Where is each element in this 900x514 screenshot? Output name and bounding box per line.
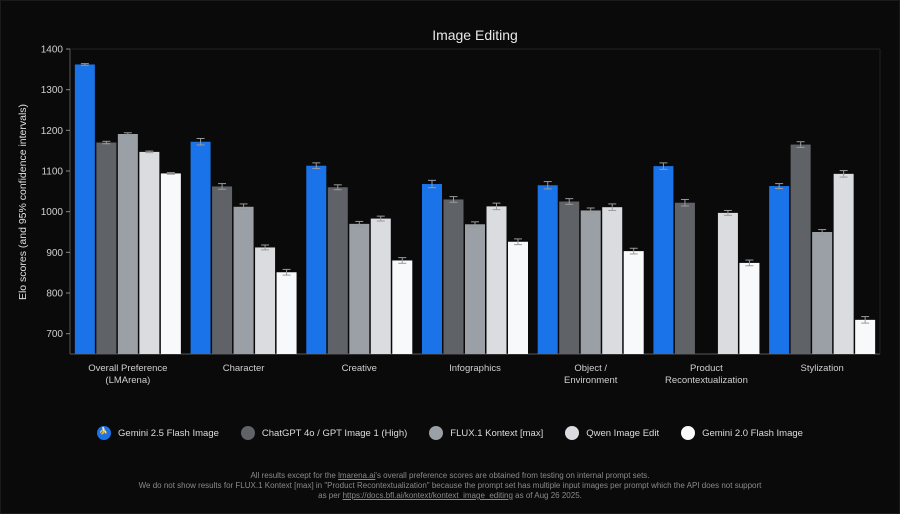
bar-chart: Image Editing Elo scores (and 95% confid… bbox=[17, 27, 881, 386]
bar bbox=[855, 319, 876, 354]
legend-label: Qwen Image Edit bbox=[586, 427, 660, 439]
legend-label: ChatGPT 4o / GPT Image 1 (High) bbox=[261, 427, 408, 439]
y-tick-label: 1400 bbox=[41, 45, 64, 56]
bar bbox=[276, 272, 297, 354]
footnote-line1-post: 's overall preference scores are obtaine… bbox=[375, 471, 650, 480]
footnote: All results except for the lmarena.ai's … bbox=[60, 471, 840, 501]
y-tick-label: 1000 bbox=[41, 207, 64, 218]
footnote-line3-post: as of Aug 26 2025. bbox=[512, 491, 582, 500]
y-tick-label: 800 bbox=[46, 289, 63, 300]
x-tick-label: Product Recontextualization bbox=[665, 363, 748, 386]
bar bbox=[790, 144, 811, 354]
bar bbox=[74, 64, 95, 354]
y-tick-label: 900 bbox=[46, 248, 63, 259]
bar bbox=[306, 165, 327, 354]
bar bbox=[508, 241, 528, 354]
x-tick-label: Character bbox=[223, 363, 265, 374]
legend-swatch bbox=[429, 426, 444, 440]
bar bbox=[117, 133, 138, 354]
bar bbox=[486, 206, 507, 354]
legend-label: Gemini 2.5 Flash Image bbox=[118, 427, 219, 439]
bar bbox=[392, 260, 413, 354]
legend-swatch bbox=[240, 426, 255, 440]
bar bbox=[537, 185, 558, 354]
bar bbox=[653, 166, 674, 354]
legend-swatch bbox=[565, 426, 580, 440]
legend-item: ChatGPT 4o / GPT Image 1 (High) bbox=[240, 426, 408, 440]
y-tick-label: 700 bbox=[46, 329, 63, 340]
bar bbox=[465, 224, 485, 354]
bar bbox=[212, 186, 233, 354]
legend-item: Gemini 2.0 Flash Image bbox=[681, 426, 803, 440]
x-tick-label: Overall Preference (LMArena) bbox=[88, 363, 167, 386]
x-tick-label: Creative bbox=[342, 363, 377, 374]
y-tick-label: 1100 bbox=[41, 167, 63, 178]
bar bbox=[327, 187, 348, 354]
bar bbox=[255, 247, 276, 354]
lmarena-link[interactable]: lmarena.ai bbox=[338, 471, 376, 480]
bar bbox=[190, 141, 211, 354]
bar bbox=[833, 173, 854, 354]
legend-label: Gemini 2.0 Flash Image bbox=[702, 427, 803, 439]
x-tick-label: Stylization bbox=[800, 363, 843, 374]
bar bbox=[623, 251, 644, 354]
bar bbox=[602, 207, 623, 354]
legend-label: FLUX.1 Kontext [max] bbox=[450, 427, 544, 439]
y-tick-label: 1200 bbox=[41, 126, 64, 137]
bar bbox=[96, 142, 117, 354]
chart-legend: Gemini 2.5 Flash Image ChatGPT 4o / GPT I… bbox=[0, 426, 900, 440]
legend-swatch bbox=[97, 426, 112, 440]
bar bbox=[812, 232, 833, 354]
legend-item: Qwen Image Edit bbox=[565, 426, 659, 440]
legend-item: Gemini 2.5 Flash Image bbox=[97, 426, 219, 440]
x-tick-label: Object / Environment bbox=[564, 363, 618, 386]
y-axis-label: Elo scores (and 95% confidence intervals… bbox=[17, 104, 29, 300]
footnote-line1-pre: All results except for the bbox=[250, 471, 339, 480]
bar bbox=[739, 262, 760, 354]
bar bbox=[443, 199, 464, 354]
bar bbox=[717, 212, 738, 354]
x-tick-label: Infographics bbox=[449, 363, 501, 374]
bar bbox=[769, 186, 790, 354]
footnote-line3-pre: as per bbox=[318, 491, 343, 500]
footnote-line2: We do not show results for FLUX.1 Kontex… bbox=[138, 481, 762, 490]
legend-swatch bbox=[681, 426, 696, 440]
bar bbox=[370, 218, 391, 354]
bar bbox=[160, 173, 181, 354]
y-tick-label: 1300 bbox=[41, 85, 64, 96]
bar bbox=[674, 202, 695, 354]
legend-item: FLUX.1 Kontext [max] bbox=[429, 426, 543, 440]
bar bbox=[422, 184, 442, 354]
bar bbox=[559, 201, 580, 354]
bar bbox=[580, 210, 601, 354]
chart-title: Image Editing bbox=[432, 27, 518, 43]
bar bbox=[233, 206, 254, 354]
bar bbox=[139, 151, 160, 354]
bfl-docs-link[interactable]: https://docs.bfl.ai/kontext/kontext_imag… bbox=[342, 491, 513, 500]
bar bbox=[349, 223, 370, 354]
